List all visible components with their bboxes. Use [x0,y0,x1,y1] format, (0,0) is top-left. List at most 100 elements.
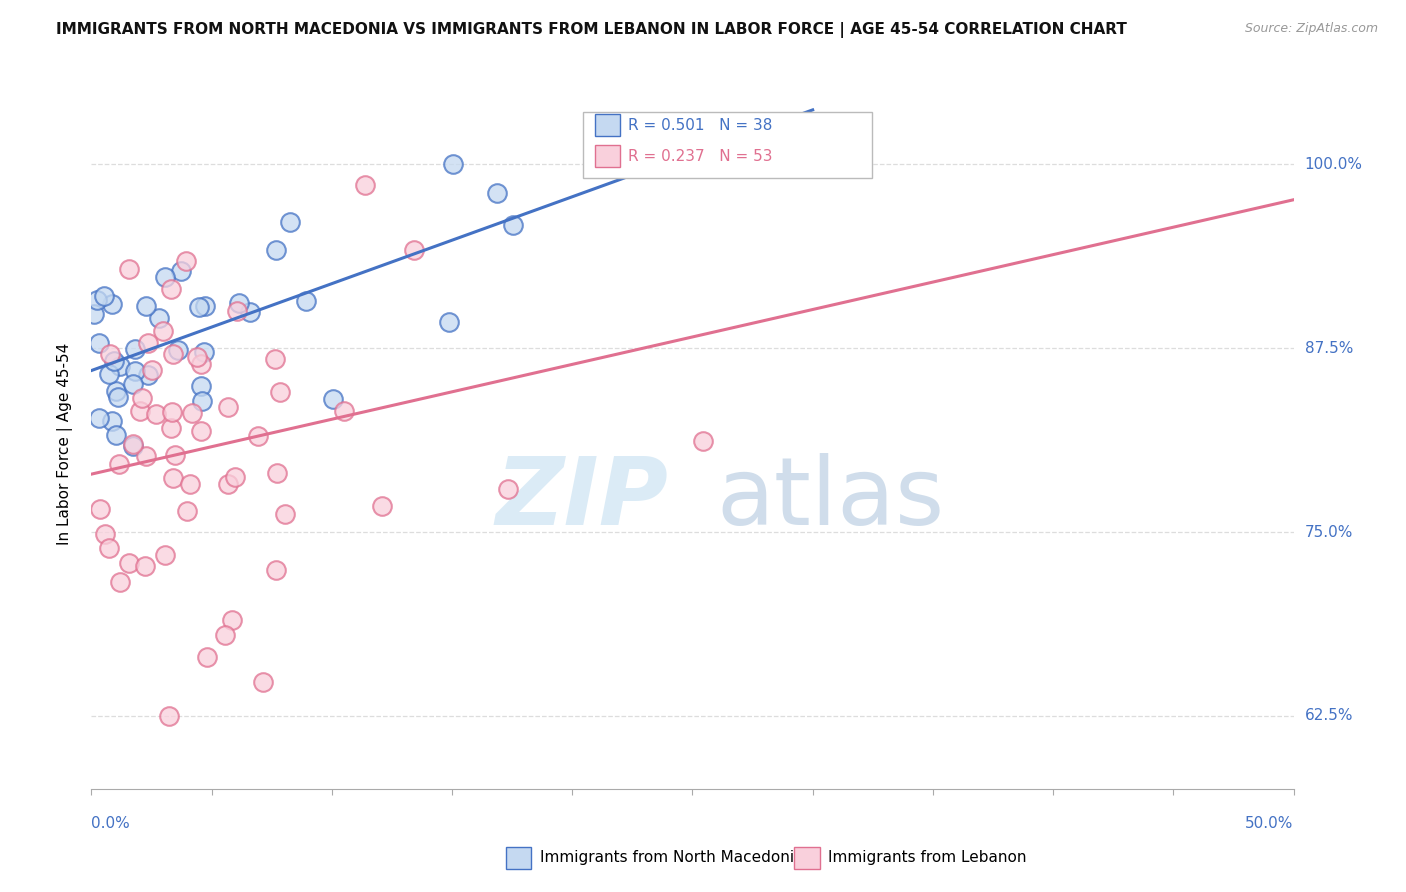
Text: ZIP: ZIP [495,453,668,545]
Point [118,262,141,277]
Point [167,343,190,357]
Point [252,674,274,689]
Point [333,404,356,418]
Point [295,294,318,309]
Point [221,613,243,627]
Point [404,244,426,258]
Point [87,336,110,351]
Point [437,315,460,329]
Point [136,368,159,383]
Point [191,394,214,409]
Point [108,359,131,373]
Point [101,414,124,428]
Point [134,559,156,574]
Point [98,347,121,361]
Y-axis label: In Labor Force | Age 45-54: In Labor Force | Age 45-54 [58,343,73,545]
Point [94,526,117,541]
Point [159,421,181,435]
Point [322,392,344,407]
Point [121,439,143,453]
Text: R = 0.237   N = 53: R = 0.237 N = 53 [628,149,773,163]
Point [104,428,127,442]
Point [190,424,212,438]
Point [122,376,145,391]
Point [107,391,129,405]
Text: Source: ZipAtlas.com: Source: ZipAtlas.com [1244,22,1378,36]
Point [89,502,111,516]
Point [152,324,174,338]
Point [176,504,198,518]
Point [353,178,375,193]
Point [190,358,212,372]
Point [153,269,176,284]
Point [217,401,239,415]
Point [195,649,218,664]
Point [190,379,212,393]
Point [157,709,180,723]
Text: IMMIGRANTS FROM NORTH MACEDONIA VS IMMIGRANTS FROM LEBANON IN LABOR FORCE | AGE : IMMIGRANTS FROM NORTH MACEDONIA VS IMMIG… [56,22,1128,38]
Point [89,411,111,425]
Point [225,303,247,318]
Point [145,407,167,421]
Point [110,574,132,589]
Text: R = 0.501   N = 38: R = 0.501 N = 38 [628,119,773,133]
Point [502,218,524,232]
Point [180,406,202,420]
Point [163,448,186,462]
Point [98,367,121,381]
Point [370,499,392,513]
Point [103,354,125,368]
Text: 87.5%: 87.5% [1305,341,1353,356]
Point [496,483,519,497]
Point [441,157,464,171]
Text: 0.0%: 0.0% [91,816,131,830]
Text: Immigrants from Lebanon: Immigrants from Lebanon [828,850,1026,864]
Point [278,215,301,229]
Point [246,429,269,443]
Text: atlas: atlas [717,453,945,545]
Point [264,243,287,257]
Point [269,385,291,400]
Point [193,345,215,359]
Point [217,477,239,491]
Point [83,307,105,321]
Point [162,347,184,361]
Point [124,342,146,356]
Point [160,405,183,419]
Point [263,352,285,367]
Point [98,541,121,556]
Point [108,458,131,472]
Point [86,293,108,307]
Point [104,384,127,399]
Text: 50.0%: 50.0% [1246,816,1294,830]
Text: Immigrants from North Macedonia: Immigrants from North Macedonia [540,850,803,864]
Point [135,299,157,313]
Point [141,363,163,377]
Point [224,469,246,483]
Point [93,289,115,303]
Text: 62.5%: 62.5% [1305,708,1353,723]
Point [214,628,236,642]
Point [228,296,250,310]
Point [273,508,295,522]
Text: 75.0%: 75.0% [1305,524,1353,540]
Point [122,437,145,451]
Point [136,335,159,350]
Point [266,467,288,481]
Point [153,548,176,562]
Point [148,310,170,325]
Point [186,350,208,364]
Point [194,299,217,313]
Point [117,556,139,570]
Point [160,282,183,296]
Point [188,300,211,314]
Point [131,391,153,405]
Point [174,254,197,268]
Text: 100.0%: 100.0% [1305,157,1362,172]
Point [124,364,146,378]
Point [266,563,288,577]
Point [692,434,714,448]
Point [101,297,124,311]
Point [239,305,262,319]
Point [485,186,508,200]
